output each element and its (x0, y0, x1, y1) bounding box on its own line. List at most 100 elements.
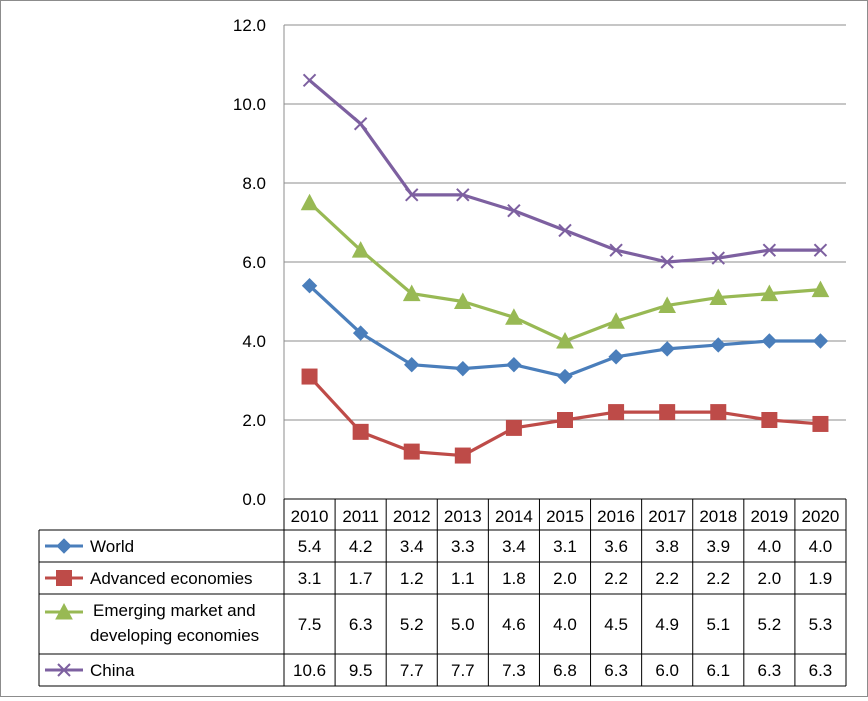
data-point-china-2016 (609, 243, 623, 257)
legend-marker-world (56, 538, 72, 554)
data-point-advanced-economies-2017 (659, 404, 676, 421)
data-label-advanced-economies-2017: 2.2 (655, 569, 679, 588)
data-point-emerging-market-and-developing-economies-2020 (811, 280, 830, 298)
x-tick-label-2018: 2018 (699, 507, 737, 526)
data-point-world-2017 (659, 341, 675, 357)
data-label-world-2018: 3.9 (706, 537, 730, 556)
y-tick-label: 12.0 (233, 16, 266, 35)
y-tick-label: 6.0 (242, 253, 266, 272)
data-point-world-2019 (761, 333, 778, 349)
data-point-china-2013 (456, 188, 470, 202)
data-point-china-2017 (660, 255, 674, 269)
data-point-advanced-economies-2018 (710, 404, 727, 421)
data-point-advanced-economies-2019 (761, 412, 778, 428)
data-point-emerging-market-and-developing-economies-2010 (300, 193, 319, 211)
data-label-china-2010: 10.6 (293, 661, 326, 680)
data-label-china-2011: 9.5 (349, 661, 373, 680)
data-point-world-2013 (455, 360, 471, 377)
data-label-advanced-economies-2011: 1.7 (349, 569, 373, 588)
data-label-advanced-economies-2010: 3.1 (298, 569, 322, 588)
data-point-emerging-market-and-developing-economies-2012 (402, 284, 421, 302)
x-tick-label-2015: 2015 (546, 507, 584, 526)
data-point-advanced-economies-2010 (301, 368, 318, 385)
data-label-china-2020: 6.3 (809, 661, 833, 680)
data-label-world-2012: 3.4 (400, 537, 424, 556)
data-label-advanced-economies-2015: 2.0 (553, 569, 577, 588)
data-label-china-2019: 6.3 (758, 661, 782, 680)
data-label-china-2012: 7.7 (400, 661, 424, 680)
data-label-emerging-market-and-developing-economies-2020: 5.3 (809, 615, 833, 634)
legend-marker-advanced-economies (56, 570, 72, 586)
y-tick-label: 0.0 (242, 490, 266, 509)
data-label-advanced-economies-2020: 1.9 (809, 569, 833, 588)
data-label-china-2018: 6.1 (706, 661, 730, 680)
data-label-world-2017: 3.8 (655, 537, 679, 556)
data-label-emerging-market-and-developing-economies-2016: 4.5 (604, 615, 628, 634)
data-label-advanced-economies-2019: 2.0 (758, 569, 782, 588)
data-point-china-2011 (353, 117, 368, 131)
data-label-advanced-economies-2012: 1.2 (400, 569, 424, 588)
x-tick-label-2013: 2013 (444, 507, 482, 526)
series-line-world (307, 284, 823, 379)
legend-label-world: World (90, 537, 134, 556)
data-point-emerging-market-and-developing-economies-2018 (709, 288, 728, 306)
x-tick-label-2020: 2020 (802, 507, 840, 526)
data-label-advanced-economies-2013: 1.1 (451, 569, 475, 588)
data-label-china-2013: 7.7 (451, 661, 475, 680)
data-label-world-2011: 4.2 (349, 537, 373, 556)
data-point-china-2012 (405, 188, 419, 202)
data-label-advanced-economies-2018: 2.2 (706, 569, 730, 588)
data-label-emerging-market-and-developing-economies-2019: 5.2 (758, 615, 782, 634)
data-point-emerging-market-and-developing-economies-2017 (658, 296, 677, 313)
data-label-emerging-market-and-developing-economies-2012: 5.2 (400, 615, 424, 634)
x-tick-label-2019: 2019 (750, 507, 788, 526)
legend-label-emerging-market-and-developing-economies: Emerging market and (93, 601, 256, 620)
data-label-world-2013: 3.3 (451, 537, 475, 556)
data-table: 2010 2011 2012 2013 2014 2015 2016 2017 2018 2019… (38, 498, 847, 687)
x-tick-label-2012: 2012 (393, 507, 431, 526)
data-label-emerging-market-and-developing-economies-2017: 4.9 (655, 615, 679, 634)
data-label-emerging-market-and-developing-economies-2015: 4.0 (553, 615, 577, 634)
data-point-advanced-economies-2011 (352, 423, 369, 440)
data-label-world-2016: 3.6 (604, 537, 628, 556)
data-point-advanced-economies-2012 (403, 443, 420, 460)
data-point-advanced-economies-2016 (608, 404, 625, 421)
data-label-china-2014: 7.3 (502, 661, 526, 680)
data-point-world-2018 (710, 337, 726, 353)
data-point-advanced-economies-2014 (505, 419, 522, 436)
data-label-world-2015: 3.1 (553, 537, 577, 556)
data-label-world-2019: 4.0 (758, 537, 782, 556)
data-point-world-2011 (352, 325, 369, 341)
series-markers (300, 73, 830, 464)
data-point-china-2019 (762, 243, 777, 257)
data-point-world-2016 (608, 349, 624, 365)
data-point-world-2020 (812, 333, 829, 349)
data-point-emerging-market-and-developing-economies-2019 (760, 284, 779, 302)
data-label-world-2020: 4.0 (809, 537, 833, 556)
data-label-advanced-economies-2016: 2.2 (604, 569, 628, 588)
data-label-emerging-market-and-developing-economies-2011: 6.3 (349, 615, 373, 634)
x-tick-label-2011: 2011 (342, 507, 379, 526)
y-tick-label: 2.0 (242, 411, 266, 430)
x-tick-label-2016: 2016 (597, 507, 635, 526)
data-point-china-2015 (558, 223, 572, 238)
data-point-china-2020 (813, 243, 828, 257)
legend-label-china: China (90, 661, 135, 680)
series-lines (307, 78, 823, 458)
data-label-world-2014: 3.4 (502, 537, 526, 556)
data-point-emerging-market-and-developing-economies-2013 (453, 292, 472, 309)
data-point-emerging-market-and-developing-economies-2011 (351, 241, 370, 258)
x-tick-label-2014: 2014 (495, 507, 533, 526)
data-label-china-2016: 6.3 (604, 661, 628, 680)
data-label-world-2010: 5.4 (298, 537, 322, 556)
data-label-emerging-market-and-developing-economies-2018: 5.1 (706, 615, 730, 634)
data-point-world-2014 (506, 356, 522, 373)
y-tick-label: 4.0 (242, 332, 266, 351)
data-point-china-2010 (302, 73, 317, 88)
y-axis-tick-labels: 0.0 2.0 4.0 6.0 8.0 10.0 12.0 (233, 16, 266, 509)
data-point-world-2012 (404, 356, 420, 373)
data-point-china-2018 (711, 251, 725, 265)
legend-label-advanced-economies: Advanced economies (90, 569, 253, 588)
